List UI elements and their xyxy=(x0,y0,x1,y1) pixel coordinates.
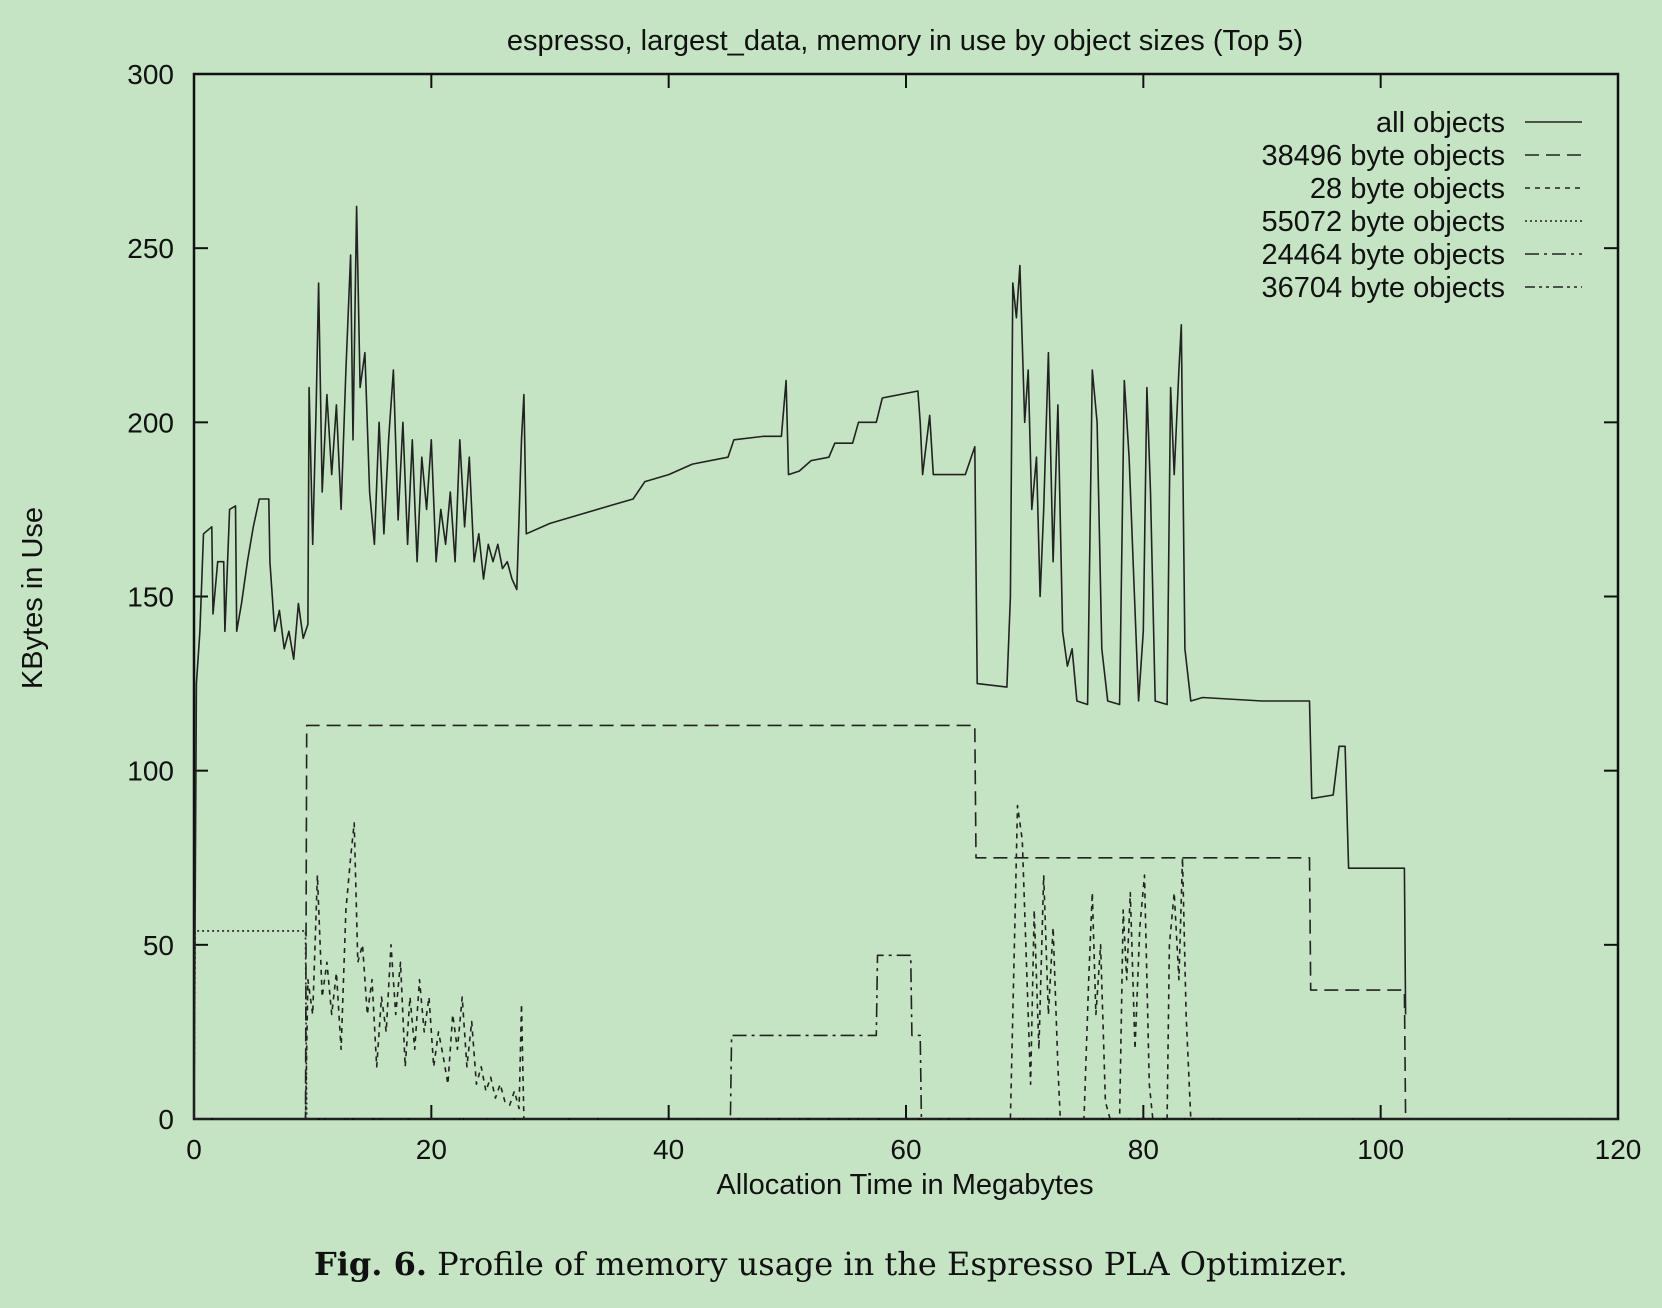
legend-label-2: 38496 byte objects xyxy=(1262,140,1505,172)
figure-number: Fig. 6. xyxy=(314,1245,427,1283)
chart-title: espresso, largest_data, memory in use by… xyxy=(507,25,1303,57)
y-axis-label: KBytes in Use xyxy=(17,507,49,689)
data-series xyxy=(193,205,1618,1120)
legend-label-6: 36704 byte objects xyxy=(1262,272,1505,304)
legend-label-4: 55072 byte objects xyxy=(1262,206,1505,238)
figure-caption-text: Profile of memory usage in the Espresso … xyxy=(437,1245,1348,1283)
x-tick-label: 120 xyxy=(1595,1134,1642,1165)
y-tick-label: 150 xyxy=(127,582,174,613)
series-line-5 xyxy=(194,954,1618,1120)
legend-label-1: all objects xyxy=(1376,107,1505,139)
x-tick-label: 40 xyxy=(653,1134,684,1165)
y-tick-label: 300 xyxy=(127,59,174,90)
legend-label-5: 24464 byte objects xyxy=(1262,239,1505,271)
legend-label-3: 28 byte objects xyxy=(1310,173,1505,205)
series-line-2 xyxy=(194,724,1618,1120)
series-line-4 xyxy=(193,930,1618,1120)
figure-caption: Fig. 6. Profile of memory usage in the E… xyxy=(0,1245,1662,1283)
series-line-3 xyxy=(194,804,1618,1120)
x-tick-label: 80 xyxy=(1128,1134,1159,1165)
y-tick-label: 100 xyxy=(127,756,174,787)
y-tick-label: 200 xyxy=(127,407,174,438)
x-tick-label: 60 xyxy=(890,1134,921,1165)
series-line-1 xyxy=(193,205,1407,1120)
x-tick-label: 20 xyxy=(416,1134,447,1165)
x-tick-label: 0 xyxy=(186,1134,202,1165)
y-tick-label: 250 xyxy=(127,233,174,264)
y-tick-label: 50 xyxy=(143,930,174,961)
x-tick-label: 100 xyxy=(1357,1134,1404,1165)
x-axis-label: Allocation Time in Megabytes xyxy=(716,1169,1093,1201)
y-tick-label: 0 xyxy=(158,1104,174,1135)
